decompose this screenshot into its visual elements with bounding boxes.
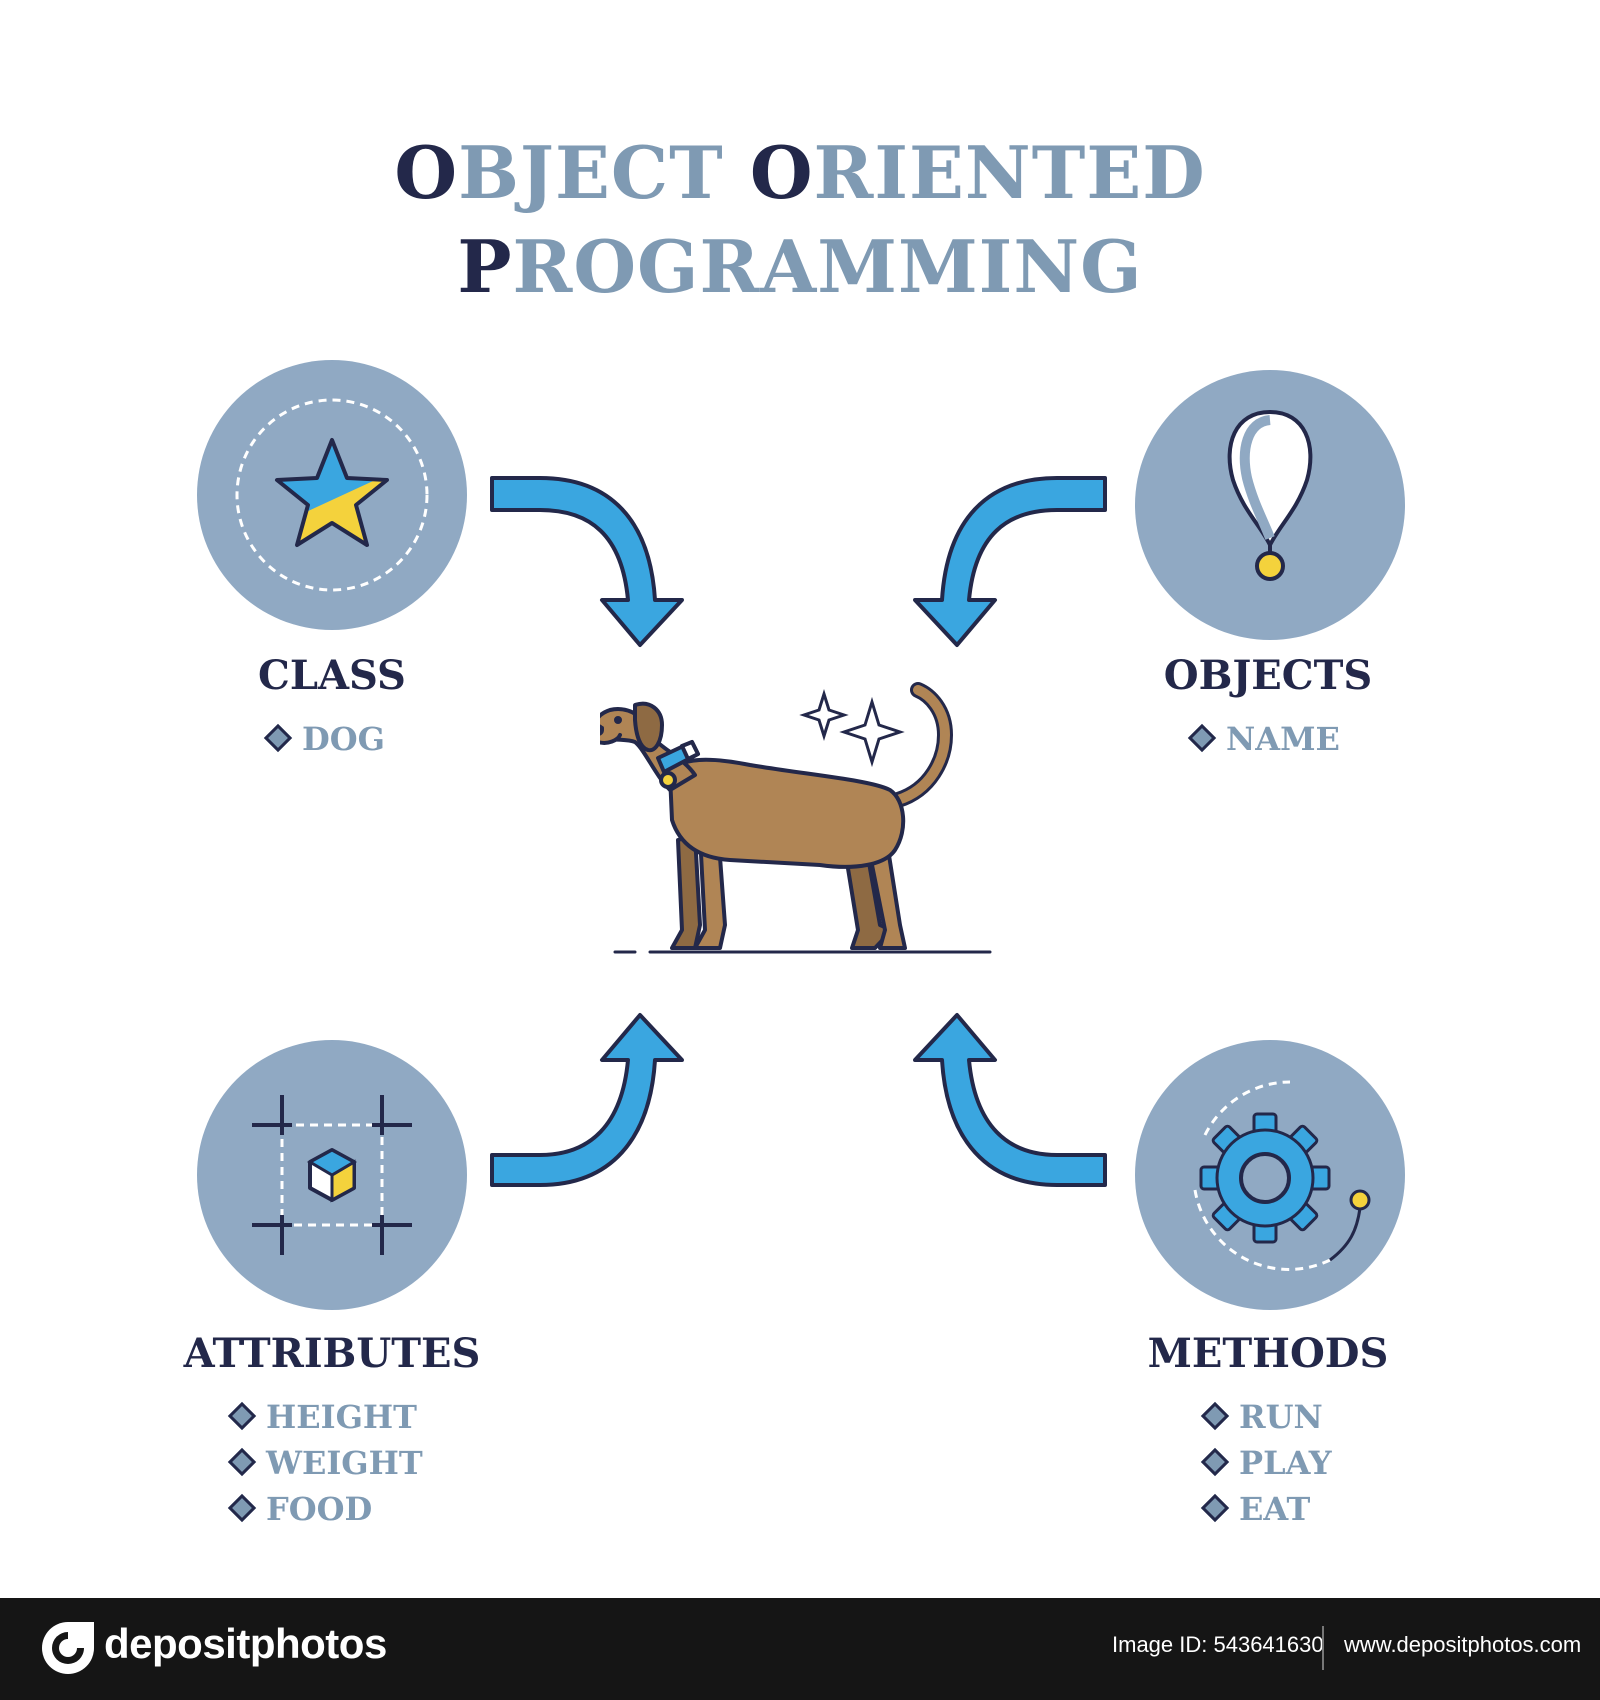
methods-items: RUN PLAY EAT bbox=[1200, 1394, 1332, 1532]
objects-items: NAME bbox=[1187, 716, 1340, 762]
title-word-rogramming: ROGRAMMING bbox=[512, 224, 1143, 309]
footer-url: www.depositphotos.com bbox=[1344, 1632, 1582, 1657]
diamond-bullet-icon bbox=[1200, 1447, 1230, 1477]
attributes-item-weight: WEIGHT bbox=[266, 1444, 423, 1482]
objects-item-name: NAME bbox=[1226, 720, 1340, 758]
star-icon bbox=[235, 398, 429, 592]
name-tag-icon bbox=[1227, 409, 1313, 581]
class-label: CLASS bbox=[258, 652, 406, 699]
list-item: PLAY bbox=[1200, 1440, 1332, 1486]
list-item: FOOD bbox=[227, 1486, 423, 1532]
list-item: NAME bbox=[1187, 716, 1340, 762]
arrow-objects-to-dog bbox=[913, 476, 1107, 647]
depositphotos-logo-icon bbox=[42, 1622, 94, 1674]
dog-icon bbox=[600, 682, 992, 954]
footer-image-id: Image ID: 543641630 bbox=[1112, 1632, 1324, 1657]
diamond-bullet-icon bbox=[227, 1401, 257, 1431]
methods-label: METHODS bbox=[1147, 1330, 1389, 1377]
list-item: DOG bbox=[263, 716, 385, 762]
methods-item-play: PLAY bbox=[1239, 1444, 1332, 1482]
list-item: HEIGHT bbox=[227, 1394, 423, 1440]
diamond-bullet-icon bbox=[1200, 1493, 1230, 1523]
diamond-bullet-icon bbox=[227, 1493, 257, 1523]
title-initial-p: P bbox=[457, 224, 513, 309]
class-items: DOG bbox=[263, 716, 385, 762]
attributes-item-height: HEIGHT bbox=[266, 1398, 417, 1436]
objects-circle bbox=[1135, 370, 1405, 640]
diamond-bullet-icon bbox=[1187, 723, 1217, 753]
diamond-bullet-icon bbox=[227, 1447, 257, 1477]
attributes-label: ATTRIBUTES bbox=[183, 1330, 481, 1377]
arrows-layer bbox=[490, 476, 1107, 1187]
title-line-1: OBJECT ORIENTED bbox=[0, 128, 1600, 218]
class-circle bbox=[197, 360, 467, 630]
attributes-circle bbox=[197, 1040, 467, 1310]
list-item: WEIGHT bbox=[227, 1440, 423, 1486]
arrow-methods-to-dog bbox=[913, 1013, 1107, 1187]
class-item-dog: DOG bbox=[302, 720, 385, 758]
footer-brand: depositphotos bbox=[104, 1620, 387, 1667]
footer-bar: depositphotos Image ID: 543641630 www.de… bbox=[0, 1598, 1600, 1700]
gear-icon bbox=[1193, 1080, 1371, 1271]
arrow-attributes-to-dog bbox=[490, 1013, 684, 1187]
cube-frame-icon bbox=[252, 1095, 412, 1255]
title-line-2: PROGRAMMING bbox=[0, 222, 1600, 312]
arrow-class-to-dog bbox=[490, 476, 684, 647]
objects-label: OBJECTS bbox=[1163, 652, 1373, 699]
methods-circle bbox=[1135, 1040, 1405, 1310]
diamond-bullet-icon bbox=[1200, 1401, 1230, 1431]
title-initial-o1: O bbox=[394, 130, 459, 215]
attributes-items: HEIGHT WEIGHT FOOD bbox=[227, 1394, 423, 1532]
title-word-riented: RIENTED bbox=[813, 130, 1206, 215]
list-item: RUN bbox=[1200, 1394, 1332, 1440]
list-item: EAT bbox=[1200, 1486, 1332, 1532]
methods-item-run: RUN bbox=[1239, 1398, 1323, 1436]
methods-item-eat: EAT bbox=[1239, 1490, 1311, 1528]
diamond-bullet-icon bbox=[263, 723, 293, 753]
footer-separator bbox=[1322, 1626, 1324, 1670]
title-word-bject: BJECT bbox=[458, 130, 750, 215]
attributes-item-food: FOOD bbox=[266, 1490, 373, 1528]
title-initial-o2: O bbox=[749, 130, 814, 215]
